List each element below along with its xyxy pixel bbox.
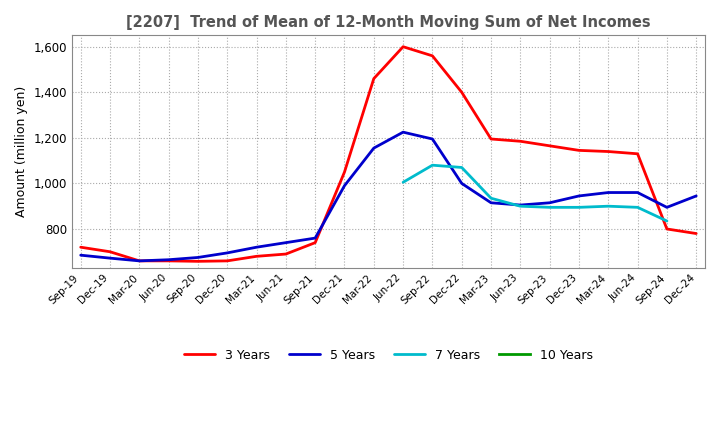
5 Years <box>223 250 232 256</box>
7 Years <box>545 205 554 210</box>
Line: 5 Years: 5 Years <box>81 132 696 261</box>
5 Years <box>487 200 495 205</box>
3 Years <box>545 143 554 148</box>
3 Years <box>634 151 642 157</box>
5 Years <box>662 205 671 210</box>
7 Years <box>399 180 408 185</box>
7 Years <box>428 162 437 168</box>
3 Years <box>692 231 701 236</box>
3 Years <box>282 251 290 257</box>
3 Years <box>662 226 671 231</box>
Line: 7 Years: 7 Years <box>403 165 667 221</box>
5 Years <box>194 255 202 260</box>
3 Years <box>76 245 85 250</box>
3 Years <box>194 259 202 264</box>
7 Years <box>575 205 583 210</box>
3 Years <box>428 53 437 59</box>
3 Years <box>135 258 144 264</box>
Line: 3 Years: 3 Years <box>81 47 696 261</box>
5 Years <box>692 193 701 198</box>
7 Years <box>487 196 495 201</box>
3 Years <box>340 169 348 175</box>
7 Years <box>457 165 466 170</box>
3 Years <box>369 76 378 81</box>
5 Years <box>311 235 320 241</box>
3 Years <box>457 90 466 95</box>
Title: [2207]  Trend of Mean of 12-Month Moving Sum of Net Incomes: [2207] Trend of Mean of 12-Month Moving … <box>126 15 651 30</box>
3 Years <box>487 136 495 142</box>
5 Years <box>428 136 437 142</box>
5 Years <box>164 257 173 262</box>
5 Years <box>369 146 378 151</box>
7 Years <box>604 204 613 209</box>
7 Years <box>516 204 525 209</box>
3 Years <box>106 249 114 254</box>
7 Years <box>662 218 671 224</box>
5 Years <box>340 183 348 188</box>
3 Years <box>223 258 232 264</box>
3 Years <box>575 148 583 153</box>
5 Years <box>399 129 408 135</box>
5 Years <box>575 193 583 198</box>
3 Years <box>311 240 320 245</box>
5 Years <box>252 245 261 250</box>
7 Years <box>634 205 642 210</box>
5 Years <box>604 190 613 195</box>
3 Years <box>399 44 408 49</box>
5 Years <box>76 253 85 258</box>
Y-axis label: Amount (million yen): Amount (million yen) <box>15 86 28 217</box>
3 Years <box>164 258 173 264</box>
5 Years <box>516 202 525 208</box>
5 Years <box>457 181 466 186</box>
5 Years <box>135 258 144 264</box>
5 Years <box>634 190 642 195</box>
5 Years <box>106 256 114 261</box>
5 Years <box>545 200 554 205</box>
3 Years <box>516 139 525 144</box>
5 Years <box>282 240 290 245</box>
3 Years <box>252 254 261 259</box>
Legend: 3 Years, 5 Years, 7 Years, 10 Years: 3 Years, 5 Years, 7 Years, 10 Years <box>179 344 598 367</box>
3 Years <box>604 149 613 154</box>
